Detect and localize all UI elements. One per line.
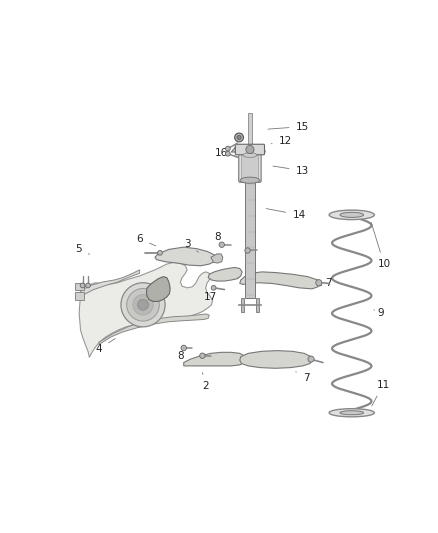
Circle shape xyxy=(226,151,230,156)
Text: 3: 3 xyxy=(184,239,198,252)
Ellipse shape xyxy=(329,409,374,417)
Circle shape xyxy=(246,146,254,154)
Circle shape xyxy=(316,280,322,286)
Text: 5: 5 xyxy=(75,244,90,254)
Polygon shape xyxy=(79,262,212,358)
Circle shape xyxy=(235,133,244,142)
Bar xyxy=(240,298,244,312)
Bar xyxy=(256,298,259,312)
Circle shape xyxy=(127,288,159,321)
Text: 15: 15 xyxy=(268,122,309,132)
Ellipse shape xyxy=(240,177,260,183)
Circle shape xyxy=(245,248,250,253)
Polygon shape xyxy=(184,352,246,366)
Ellipse shape xyxy=(340,212,364,217)
Text: 16: 16 xyxy=(215,148,237,158)
Text: 11: 11 xyxy=(372,379,390,406)
Text: 8: 8 xyxy=(177,348,184,361)
Text: 13: 13 xyxy=(273,166,309,176)
Text: 6: 6 xyxy=(136,233,156,246)
Polygon shape xyxy=(80,270,140,295)
Polygon shape xyxy=(99,314,209,344)
Polygon shape xyxy=(208,268,242,281)
Polygon shape xyxy=(211,254,223,263)
Text: 7: 7 xyxy=(296,372,309,383)
Text: 8: 8 xyxy=(247,241,255,252)
Circle shape xyxy=(121,282,165,327)
Text: 1: 1 xyxy=(238,278,251,288)
FancyBboxPatch shape xyxy=(241,155,258,180)
Circle shape xyxy=(158,251,162,255)
Circle shape xyxy=(133,295,153,315)
Text: 17: 17 xyxy=(204,292,218,302)
Circle shape xyxy=(80,283,85,288)
Circle shape xyxy=(181,345,187,351)
Text: 7: 7 xyxy=(320,278,331,288)
Polygon shape xyxy=(240,272,320,289)
Text: 8: 8 xyxy=(214,232,221,245)
FancyBboxPatch shape xyxy=(239,152,261,182)
Text: 9: 9 xyxy=(374,308,384,318)
Text: 10: 10 xyxy=(371,223,391,269)
Circle shape xyxy=(219,242,224,247)
Circle shape xyxy=(211,286,216,290)
Ellipse shape xyxy=(340,411,364,415)
Text: 14: 14 xyxy=(266,208,306,220)
Bar xyxy=(75,282,84,290)
Bar xyxy=(75,292,84,300)
Polygon shape xyxy=(155,247,216,266)
Polygon shape xyxy=(146,277,170,302)
Polygon shape xyxy=(240,351,312,368)
Circle shape xyxy=(138,300,148,310)
Polygon shape xyxy=(231,146,265,152)
Ellipse shape xyxy=(243,153,257,157)
Text: 2: 2 xyxy=(202,373,209,391)
Bar xyxy=(244,181,255,298)
Bar xyxy=(248,113,252,181)
Circle shape xyxy=(226,146,230,151)
Circle shape xyxy=(200,353,205,358)
FancyBboxPatch shape xyxy=(235,144,265,155)
Text: 12: 12 xyxy=(271,136,292,146)
Circle shape xyxy=(86,283,90,288)
Text: 4: 4 xyxy=(95,338,115,354)
Ellipse shape xyxy=(329,210,374,220)
Circle shape xyxy=(237,135,241,140)
Circle shape xyxy=(308,356,314,362)
